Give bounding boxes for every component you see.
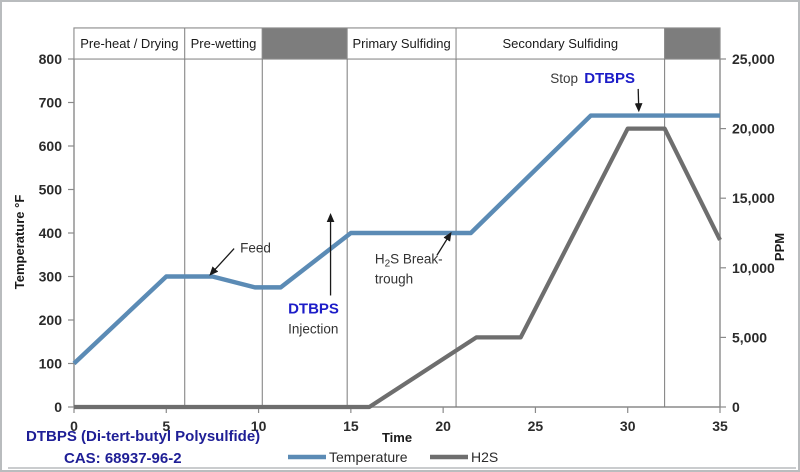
temperature-line [72,113,720,366]
h2s-breakthrough-label: H2S Break- [375,251,443,269]
footer-cas-number: CAS: 68937-96-2 [64,450,182,467]
y-axis-right-tick: 25,000 [732,51,775,67]
dtbps-injection-label: DTBPS [288,300,339,317]
chart-legend: Temperature H2S [288,449,498,465]
y-axis-left-tick: 700 [39,95,63,111]
series-lines [72,113,722,410]
h2s-breakthrough-sublabel: trough [375,271,413,286]
y-axis-left-tick: 100 [39,356,63,372]
annotation-dtbps-injection: DTBPS Injection [288,213,339,336]
phase-label: Primary Sulfiding [352,36,450,51]
y-axis-left-tick: 400 [39,225,63,241]
h2s-line [74,126,722,410]
x-axis-tick: 5 [162,418,170,434]
x-axis-tick: 10 [251,418,267,434]
plot-axes [68,58,726,413]
x-axis-tick: 30 [620,418,636,434]
y-axis-left-tick: 800 [39,51,63,67]
y-axis-left-title: Temperature °F [12,195,27,290]
y-axis-left-tick: 0 [54,399,62,415]
stop-dtbps-prefix: Stop [550,71,578,86]
x-axis-tick: 20 [435,418,451,434]
phase-band: Pre-heat / Drying Pre-wetting Primary Sulf… [73,27,721,60]
y-axis-right-tick: 5,000 [732,329,767,345]
y-axis-right-tick: 20,000 [732,121,775,137]
legend-label-temperature: Temperature [329,449,408,465]
legend-label-h2s: H2S [471,449,498,465]
annotation-h2s-breakthrough: H2S Break- trough [375,231,452,286]
y-axis-left-tick-labels: 0 100 200 300 400 500 600 700 800 [39,51,63,415]
x-axis-tick: 25 [528,418,544,434]
y-axis-left-tick: 200 [39,312,63,328]
y-axis-left-tick: 500 [39,182,63,198]
y-axis-right-title: PPM [772,233,787,261]
x-axis-tick-labels: 0 5 10 15 20 25 30 35 [70,418,728,434]
stop-dtbps-label: DTBPS [584,70,635,87]
y-axis-right-tick-labels: 0 5,000 10,000 15,000 20,000 25,000 [732,51,775,415]
x-axis-tick: 0 [70,418,78,434]
phase-cell [73,27,186,60]
phase-label: Pre-heat / Drying [80,36,178,51]
annotation-feed: Feed [209,241,271,276]
feed-label: Feed [240,241,271,256]
x-axis-tick: 15 [343,418,359,434]
x-axis-tick: 35 [712,418,728,434]
dtbps-injection-sublabel: Injection [288,321,338,336]
y-axis-left-tick: 600 [39,138,63,154]
y-axis-left-tick: 300 [39,269,63,285]
phase-label: Pre-wetting [191,36,257,51]
phase-cell-shaded [664,27,721,60]
y-axis-right-tick: 0 [732,399,740,415]
phase-label: Secondary Sulfiding [503,36,619,51]
phase-cell-shaded [261,27,348,60]
annotation-stop-dtbps: Stop DTBPS [550,70,643,113]
x-axis-title: Time [382,430,412,445]
footer-compound-name: DTBPS (Di-tert-butyl Polysulfide) [26,428,260,445]
y-axis-right-tick: 10,000 [732,260,775,276]
y-axis-right-tick: 15,000 [732,190,775,206]
